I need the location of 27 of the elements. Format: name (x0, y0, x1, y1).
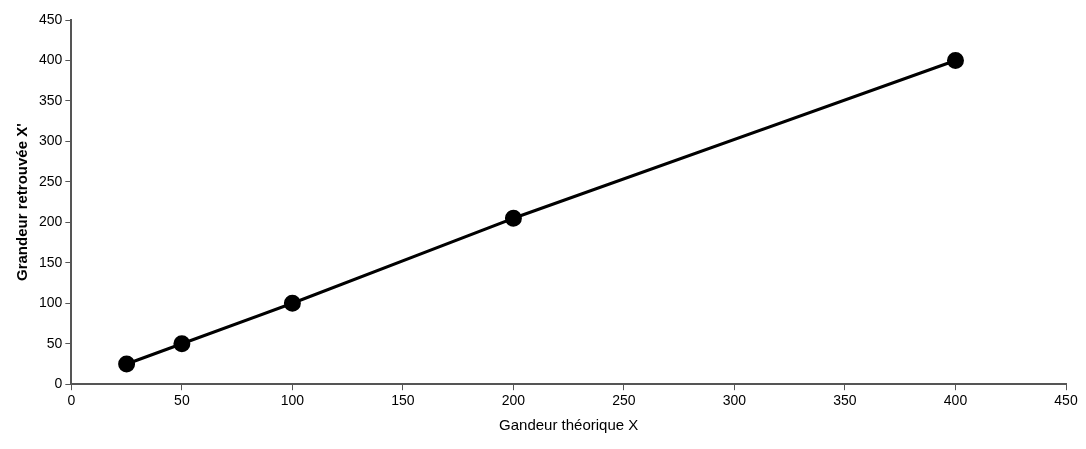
x-tick-label: 200 (501, 392, 526, 409)
y-tick-label: 300 (39, 132, 63, 149)
y-tick-label: 250 (39, 172, 63, 189)
x-tick-label: 0 (67, 392, 76, 409)
x-axis-title: Gandeur théorique X (499, 416, 639, 434)
y-tick-label: 0 (54, 375, 63, 392)
point (946, 51, 964, 69)
x-tick-label: 300 (722, 392, 747, 409)
y-tick-label: 50 (46, 334, 63, 351)
y-tick-label: 100 (39, 294, 63, 311)
x-tick-label: 400 (943, 392, 968, 409)
x-tick-label: 250 (612, 392, 636, 409)
y-axis-title: Grandeur retrouvée X' (13, 123, 31, 281)
point (173, 335, 191, 353)
y-tick-label: 400 (39, 51, 63, 68)
x-tick-label: 150 (391, 392, 415, 409)
x-tick-label: 450 (1054, 392, 1078, 409)
point (118, 355, 136, 373)
x-tick-label: 100 (280, 392, 305, 409)
x-tick-label: 50 (174, 392, 190, 409)
y-tick-label: 150 (39, 253, 63, 270)
y-tick-label: 200 (39, 213, 63, 230)
y-tick-label: 350 (39, 91, 63, 108)
point (283, 294, 301, 312)
point (504, 209, 522, 227)
y-tick-label: 450 (39, 10, 63, 27)
x-tick-label: 350 (833, 392, 857, 409)
